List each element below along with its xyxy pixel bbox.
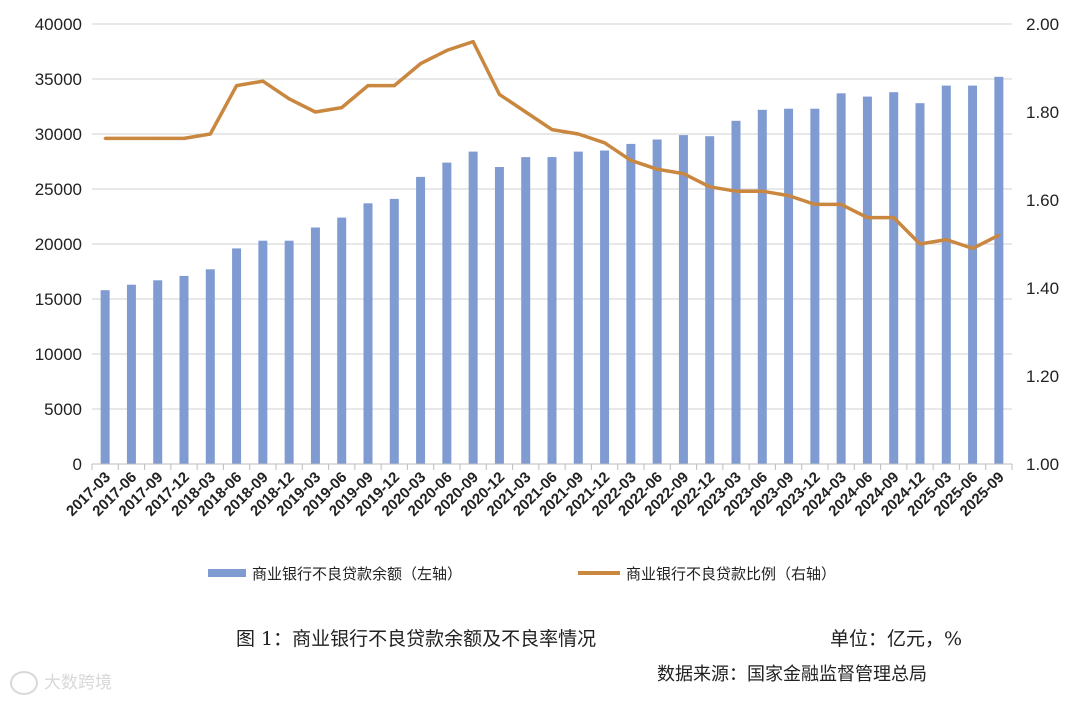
ratio-point — [182, 136, 186, 140]
bar — [994, 76, 1004, 465]
figure-title: 图 1：商业银行不良贷款余额及不良率情况 — [236, 628, 597, 650]
bar — [705, 136, 715, 464]
watermark-text: 大数跨境 — [44, 673, 112, 693]
bar — [284, 240, 294, 464]
y-right-tick-label: 1.80 — [1026, 103, 1059, 122]
ratio-point — [550, 128, 554, 132]
ratio-point — [681, 172, 685, 176]
bar — [836, 93, 846, 465]
y-left-tick-label: 40000 — [35, 15, 82, 34]
ratio-point — [997, 233, 1001, 237]
bar — [310, 227, 320, 464]
ratio-point — [445, 48, 449, 52]
bar — [205, 269, 215, 464]
ratio-point — [497, 92, 501, 96]
bar — [941, 85, 951, 464]
ratio-point — [655, 167, 659, 171]
y-left-tick-label: 35000 — [35, 70, 82, 89]
ratio-point — [313, 110, 317, 114]
legend-label-ratio: 商业银行不良贷款比例（右轴） — [626, 565, 836, 583]
legend-swatch-bar — [208, 569, 246, 577]
bar — [889, 92, 899, 464]
ratio-point — [892, 216, 896, 220]
y-left-tick-label: 5000 — [44, 400, 82, 419]
bar — [468, 151, 478, 464]
y-right-tick-label: 1.20 — [1026, 367, 1059, 386]
ratio-point — [419, 62, 423, 66]
ratio-point — [603, 141, 607, 145]
bar — [100, 290, 110, 464]
bar — [915, 103, 925, 464]
ratio-point — [261, 79, 265, 83]
ratio-point — [576, 132, 580, 136]
y-left-tick-label: 10000 — [35, 345, 82, 364]
ratio-point — [235, 84, 239, 88]
y-left-tick-label: 0 — [73, 455, 82, 474]
ratio-point — [471, 40, 475, 44]
ratio-point — [865, 216, 869, 220]
bar — [600, 150, 610, 464]
unit-label: 单位：亿元，% — [830, 628, 963, 650]
bar — [678, 135, 688, 464]
bar — [731, 120, 741, 465]
bar — [547, 157, 557, 464]
bar — [258, 240, 268, 464]
source-label: 数据来源：国家金融监督管理总局 — [657, 664, 927, 685]
ratio-point — [366, 84, 370, 88]
bar — [573, 151, 583, 464]
ratio-point — [392, 84, 396, 88]
bar — [757, 109, 767, 465]
ratio-point — [839, 202, 843, 206]
bar — [363, 203, 373, 465]
ratio-point — [787, 194, 791, 198]
bar — [389, 198, 399, 464]
y-right-tick-label: 2.00 — [1026, 15, 1059, 34]
ratio-point — [708, 185, 712, 189]
bar — [494, 167, 504, 464]
watermark: 大数跨境 — [10, 668, 112, 695]
watermark-logo-icon — [10, 671, 38, 695]
ratio-point — [287, 97, 291, 101]
y-right-tick-label: 1.40 — [1026, 279, 1059, 298]
ratio-point — [524, 110, 528, 114]
bar — [337, 217, 347, 464]
y-right-tick-label: 1.00 — [1026, 455, 1059, 474]
bar — [126, 284, 136, 464]
y-left-tick-label: 20000 — [35, 235, 82, 254]
ratio-point — [629, 158, 633, 162]
ratio-point — [156, 136, 160, 140]
bar — [652, 139, 662, 464]
bar — [179, 275, 189, 464]
ratio-point — [813, 202, 817, 206]
ratio-point — [103, 136, 107, 140]
bar — [521, 157, 531, 464]
bar — [153, 280, 163, 464]
bar — [442, 162, 452, 464]
bar — [626, 143, 636, 464]
ratio-point — [918, 242, 922, 246]
y-right-tick-label: 1.60 — [1026, 191, 1059, 210]
y-left-tick-label: 15000 — [35, 290, 82, 309]
ratio-point — [129, 136, 133, 140]
ratio-point — [971, 246, 975, 250]
legend-label-balance: 商业银行不良贷款余额（左轴） — [252, 565, 462, 583]
bar — [784, 108, 794, 464]
bar — [968, 85, 978, 464]
ratio-point — [734, 189, 738, 193]
y-left-tick-label: 30000 — [35, 125, 82, 144]
bar — [862, 96, 872, 464]
ratio-point — [760, 189, 764, 193]
ratio-point — [340, 106, 344, 110]
y-left-tick-label: 25000 — [35, 180, 82, 199]
ratio-point — [208, 132, 212, 136]
bar — [232, 248, 242, 464]
bar — [416, 176, 426, 464]
bar — [810, 108, 820, 464]
ratio-point — [944, 238, 948, 242]
